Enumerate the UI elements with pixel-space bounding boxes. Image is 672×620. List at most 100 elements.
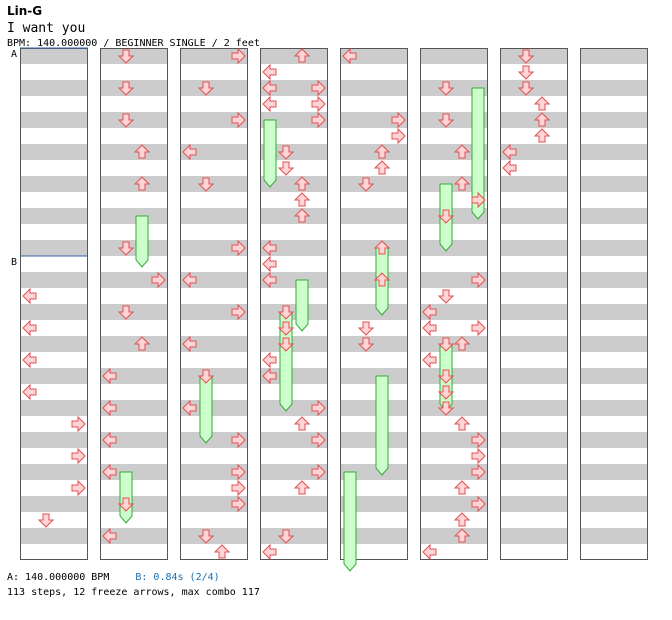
left-arrow: [342, 47, 357, 65]
beat-stripe: [500, 80, 568, 96]
down-arrow: [197, 369, 215, 384]
left-arrow: [262, 271, 277, 289]
chart-footer: A: 140.000000 BPM B: 0.84s (2/4) 113 step…: [7, 570, 260, 600]
down-arrow: [277, 337, 295, 352]
left-arrow: [422, 303, 437, 321]
beat-stripe: [420, 208, 488, 224]
beat-stripe: [420, 496, 488, 512]
beat-stripe: [100, 240, 168, 256]
beat-stripe: [20, 240, 88, 256]
beat-stripe: [340, 464, 408, 480]
beat-stripe: [500, 368, 568, 384]
beat-stripe: [260, 144, 328, 160]
down-arrow: [437, 289, 455, 304]
beat-stripe: [180, 240, 248, 256]
freeze-arrow: [471, 87, 485, 220]
beat-stripe: [20, 304, 88, 320]
beat-stripe: [20, 144, 88, 160]
beat-stripe: [20, 464, 88, 480]
down-arrow: [277, 305, 295, 320]
beat-stripe: [500, 400, 568, 416]
down-arrow: [277, 161, 295, 176]
b-timing-info: B: 0.84s (2/4): [135, 572, 220, 583]
beat-stripe: [260, 336, 328, 352]
beat-stripe: [100, 80, 168, 96]
beat-stripe: [260, 208, 328, 224]
left-arrow: [502, 143, 517, 161]
chart-summary: 113 steps, 12 freeze arrows, max combo 1…: [7, 587, 260, 598]
beat-stripe: [20, 80, 88, 96]
right-arrow: [231, 479, 246, 497]
down-arrow: [277, 529, 295, 544]
down-arrow: [277, 145, 295, 160]
beat-stripe: [500, 272, 568, 288]
beat-stripe: [580, 432, 648, 448]
down-arrow: [117, 305, 135, 320]
beat-stripe: [500, 496, 568, 512]
beat-stripe: [580, 112, 648, 128]
beat-stripe: [180, 496, 248, 512]
up-arrow: [293, 48, 311, 63]
down-arrow: [437, 113, 455, 128]
down-arrow: [197, 81, 215, 96]
beat-stripe: [180, 304, 248, 320]
beat-stripe: [580, 144, 648, 160]
right-arrow: [391, 111, 406, 129]
up-arrow: [373, 160, 391, 175]
section-label: A: [11, 49, 17, 60]
up-arrow: [293, 176, 311, 191]
bpm-info: A: 140.000000 BPM: [7, 572, 110, 583]
beat-stripe: [180, 400, 248, 416]
up-arrow: [133, 336, 151, 351]
right-arrow: [231, 111, 246, 129]
beat-stripe: [500, 336, 568, 352]
down-arrow: [37, 513, 55, 528]
beat-stripe: [20, 208, 88, 224]
down-arrow: [117, 241, 135, 256]
column-border: [180, 48, 248, 560]
beat-stripe: [420, 240, 488, 256]
left-arrow: [182, 335, 197, 353]
column-border: [500, 48, 568, 560]
beat-stripe: [100, 304, 168, 320]
down-arrow: [437, 401, 455, 416]
beat-stripe: [580, 208, 648, 224]
beat-stripe: [580, 80, 648, 96]
beat-stripe: [500, 464, 568, 480]
beat-stripe: [20, 336, 88, 352]
beat-stripe: [20, 496, 88, 512]
beat-stripe: [180, 368, 248, 384]
down-arrow: [357, 177, 375, 192]
down-arrow: [197, 529, 215, 544]
beat-stripe: [420, 304, 488, 320]
beat-stripe: [340, 304, 408, 320]
beat-stripe: [420, 432, 488, 448]
left-arrow: [102, 463, 117, 481]
beat-stripe: [420, 80, 488, 96]
right-arrow: [231, 47, 246, 65]
beat-stripe: [340, 80, 408, 96]
up-arrow: [533, 96, 551, 111]
beat-stripe: [500, 528, 568, 544]
beat-stripe: [20, 368, 88, 384]
left-arrow: [262, 351, 277, 369]
beat-stripe: [580, 528, 648, 544]
freeze-arrow: [135, 215, 149, 268]
down-arrow: [437, 209, 455, 224]
beat-stripe: [340, 528, 408, 544]
right-arrow: [471, 463, 486, 481]
left-arrow: [262, 79, 277, 97]
beat-stripe: [100, 112, 168, 128]
beat-stripe: [580, 336, 648, 352]
beat-stripe: [500, 208, 568, 224]
right-arrow: [71, 415, 86, 433]
left-arrow: [22, 351, 37, 369]
beat-stripe: [260, 240, 328, 256]
beat-stripe: [260, 176, 328, 192]
right-arrow: [311, 79, 326, 97]
beat-stripe: [340, 240, 408, 256]
up-arrow: [453, 512, 471, 527]
beat-stripe: [260, 368, 328, 384]
beat-stripe: [180, 432, 248, 448]
beat-stripe: [340, 112, 408, 128]
